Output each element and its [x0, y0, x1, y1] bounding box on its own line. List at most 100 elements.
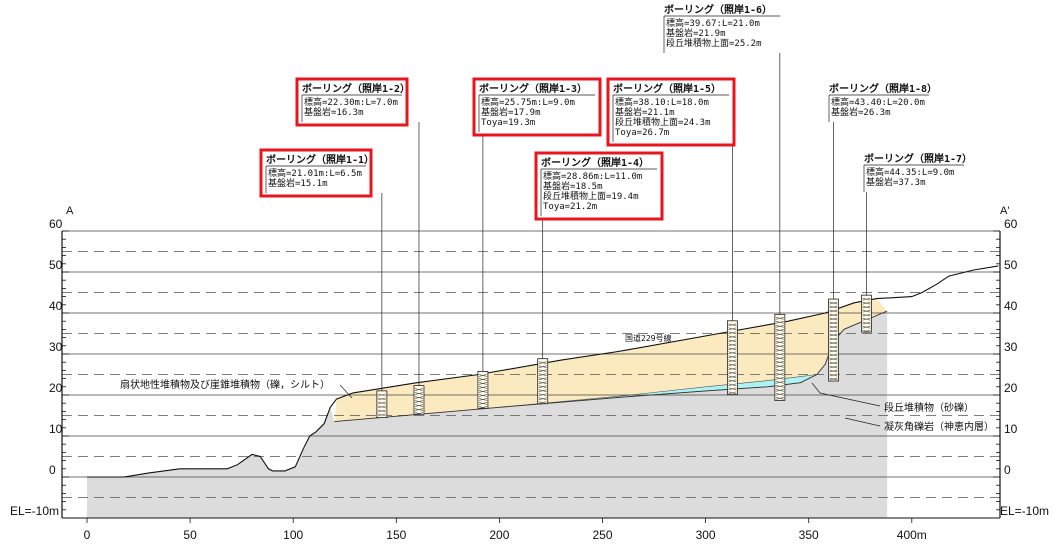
borehole-hatch	[829, 373, 838, 377]
borehole-hatch	[829, 329, 838, 333]
borehole-hatch	[862, 297, 871, 301]
borehole-info-line: 基盤岩=26.3m	[831, 106, 891, 118]
borehole-highlight-box	[534, 151, 664, 221]
borehole-hatch	[478, 394, 487, 397]
borehole-hatch	[775, 393, 784, 396]
borehole-hatch	[775, 385, 784, 388]
y-tick-label: 40	[1004, 299, 1018, 313]
borehole-hatch	[728, 343, 737, 347]
borehole-info-line: 基盤岩=16.3m	[304, 106, 364, 118]
bedrock-surface-line	[334, 310, 888, 423]
borehole-name: ボーリング（照岸1-8）	[829, 82, 937, 95]
borehole-hatch	[728, 347, 737, 351]
bottom-elevation-label-left: EL=-10m	[10, 504, 59, 518]
y-tick-label: 50	[49, 258, 63, 272]
borehole-hatch	[775, 365, 784, 368]
borehole-hatch	[829, 377, 838, 381]
borehole-hatch	[478, 386, 487, 389]
y-tick-label: 40	[49, 299, 63, 313]
section-right-label: A'	[1000, 205, 1009, 217]
borehole-info-line: 標高=21.01m:L=6.5m	[268, 167, 362, 179]
borehole-hatch	[829, 309, 838, 313]
borehole-hatch	[728, 391, 737, 395]
borehole-hatch	[775, 329, 784, 332]
borehole-hatch	[829, 357, 838, 361]
borehole-info-line: 標高=39.67:L=21.0m	[666, 17, 760, 29]
fan-deposit-leader	[339, 384, 353, 399]
borehole-hatch	[775, 389, 784, 392]
borehole-hatch	[775, 317, 784, 320]
borehole-info-line: 基盤岩=21.9m	[666, 27, 726, 39]
borehole-hatch	[414, 412, 424, 415]
terrace-deposit-label: 段丘堆積物（砂礫）	[884, 401, 974, 414]
borehole-hatch	[414, 400, 424, 403]
borehole-highlight-box	[606, 77, 736, 147]
borehole-hatch	[728, 367, 737, 371]
bottom-elevation-label-right: EL=-10m	[1000, 504, 1049, 518]
borehole-info-line: 基盤岩=18.5m	[543, 180, 603, 192]
y-tick-label: 30	[1004, 340, 1018, 354]
borehole-hatch	[775, 333, 784, 336]
borehole-hatch	[829, 317, 838, 321]
y-tick-label: 60	[49, 217, 63, 231]
x-tick-label: 350	[799, 528, 819, 542]
borehole-highlight-box	[295, 77, 409, 127]
borehole-hatch	[377, 393, 386, 397]
y-tick-label: 10	[1004, 422, 1018, 436]
borehole-hatch	[478, 382, 487, 385]
borehole-hatch	[829, 349, 838, 353]
borehole-name: ボーリング（照岸1-2）	[302, 82, 410, 95]
borehole-hatch	[538, 373, 547, 376]
borehole-hatch	[829, 313, 838, 317]
borehole-hatch	[377, 413, 386, 417]
borehole-hatch	[414, 388, 424, 391]
borehole-hatch	[775, 361, 784, 364]
x-tick-label: 150	[386, 528, 406, 542]
borehole-hatch	[862, 301, 871, 305]
borehole-hatch	[478, 406, 487, 409]
borehole-info-line: Toya=19.3m	[481, 118, 535, 128]
borehole-hatch	[728, 351, 737, 355]
borehole-hatch	[862, 305, 871, 309]
borehole-hatch	[377, 405, 386, 409]
y-tick-label: 50	[1004, 258, 1018, 272]
borehole-info-line: 基盤岩=17.9m	[481, 106, 541, 118]
borehole-hatch	[728, 363, 737, 367]
borehole-info-line: 基盤岩=37.3m	[866, 176, 926, 188]
borehole-hatch	[377, 409, 386, 413]
borehole-hatch	[478, 390, 487, 393]
borehole-info-line: Toya=26.7m	[615, 128, 669, 138]
x-tick-label: 50	[183, 528, 197, 542]
borehole-hatch	[728, 339, 737, 343]
borehole-info-line: 標高=44.35:L=9.0m	[866, 166, 954, 178]
borehole-info-line: 標高=25.75m:L=9.0m	[481, 96, 575, 108]
borehole-hatch	[775, 373, 784, 376]
y-tick-label: 30	[49, 340, 63, 354]
borehole-info-line: 基盤岩=15.1m	[268, 177, 328, 189]
tuff-breccia-leader	[844, 417, 881, 427]
borehole-hatch	[414, 392, 424, 395]
borehole-hatch	[414, 404, 424, 407]
borehole-hatch	[829, 345, 838, 349]
borehole-hatch	[728, 331, 737, 335]
borehole-hatch	[775, 377, 784, 380]
borehole-info-line: 基盤岩=21.1m	[615, 106, 675, 118]
borehole-hatch	[775, 397, 784, 400]
x-tick-label: 250	[592, 528, 612, 542]
borehole-hatch	[862, 309, 871, 313]
borehole-hatch	[862, 329, 871, 333]
borehole-hatch	[538, 369, 547, 372]
borehole-hatch	[377, 397, 386, 401]
borehole-hatch	[829, 341, 838, 345]
borehole-hatch	[377, 401, 386, 405]
borehole-hatch	[728, 379, 737, 383]
borehole-hatch	[829, 305, 838, 309]
borehole-hatch	[728, 355, 737, 359]
borehole-hatch	[829, 301, 838, 305]
y-tick-label: 0	[1004, 463, 1011, 477]
y-tick-label: 0	[49, 463, 56, 477]
borehole-hatch	[775, 337, 784, 340]
borehole-hatch	[829, 365, 838, 369]
borehole-hatch	[538, 361, 547, 364]
borehole-highlight-box	[472, 77, 602, 137]
